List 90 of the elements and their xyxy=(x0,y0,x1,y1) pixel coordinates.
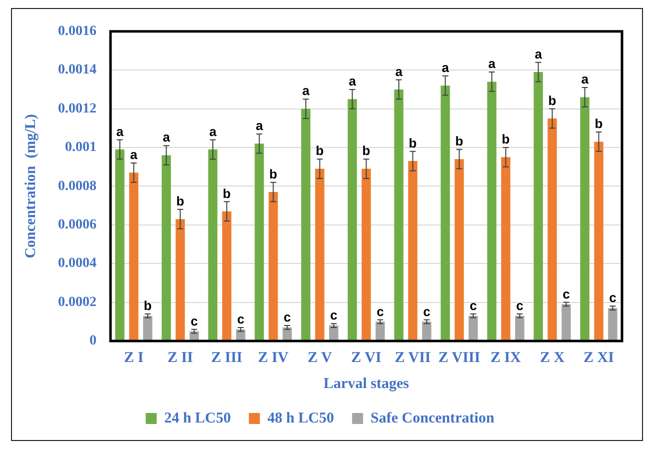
bar xyxy=(501,157,510,340)
data-label: b xyxy=(408,135,417,150)
x-tick-label: Z I xyxy=(124,350,144,366)
y-tick-label: 0.001 xyxy=(65,140,96,156)
data-label: a xyxy=(442,60,450,75)
x-tick-label: Z X xyxy=(540,350,565,366)
x-tick-label: Z IX xyxy=(490,350,522,366)
bar xyxy=(440,86,450,340)
data-label: b xyxy=(222,186,231,201)
data-label: c xyxy=(284,310,291,325)
bar xyxy=(236,329,246,340)
x-tick-label: Z III xyxy=(211,350,243,366)
bar xyxy=(394,89,404,340)
data-label: c xyxy=(562,286,570,302)
x-tick-label: Z II xyxy=(168,350,194,366)
y-tick-label: 0 xyxy=(90,334,96,349)
y-tick-label: 0.0014 xyxy=(58,62,96,78)
bar xyxy=(487,82,496,340)
bar xyxy=(348,99,357,340)
y-tick-label: 0.0006 xyxy=(58,218,96,233)
data-label: b xyxy=(316,143,324,158)
bar xyxy=(315,168,324,340)
data-label: b xyxy=(176,194,184,208)
y-tick-label: 0.0008 xyxy=(58,178,96,194)
bar xyxy=(301,108,310,340)
bar xyxy=(282,327,292,340)
data-label: a xyxy=(581,72,590,87)
legend-label: 24 h LC50 xyxy=(164,410,231,426)
x-axis-title: Larval stages xyxy=(324,376,410,392)
data-label: b xyxy=(594,116,603,132)
bar xyxy=(422,322,432,340)
bar xyxy=(143,316,152,340)
x-tick-label: Z VI xyxy=(351,350,382,366)
y-tick-label: 0.0004 xyxy=(58,256,96,272)
data-label: a xyxy=(534,46,543,62)
legend-label: Safe Concentration xyxy=(370,410,495,426)
x-tick-label: Z VII xyxy=(394,350,431,366)
legend-label: 48 h LC50 xyxy=(267,410,334,426)
bar xyxy=(408,161,418,340)
data-label: a xyxy=(162,130,171,145)
data-label: c xyxy=(330,308,338,323)
bar xyxy=(454,159,464,340)
y-tick-label: 0.0016 xyxy=(58,24,96,40)
bar xyxy=(115,149,124,340)
x-tick-label: Z XI xyxy=(584,350,614,366)
data-label: a xyxy=(348,74,357,89)
data-label: c xyxy=(609,290,616,306)
data-label: b xyxy=(269,166,278,182)
bar xyxy=(222,211,232,340)
data-label: c xyxy=(237,312,244,327)
data-label: a xyxy=(130,147,138,162)
bar xyxy=(562,304,571,340)
bar xyxy=(329,326,338,340)
bar xyxy=(268,192,278,340)
data-label: c xyxy=(470,298,477,313)
bar xyxy=(468,316,478,340)
bar xyxy=(362,168,371,340)
data-label: b xyxy=(502,132,510,147)
y-axis-title: Concentration (mg/L) xyxy=(22,114,39,258)
bar xyxy=(176,219,185,340)
data-label: a xyxy=(488,56,496,72)
y-tick-label: 0.0002 xyxy=(58,294,96,310)
data-label: a xyxy=(395,64,404,79)
data-label: c xyxy=(516,298,524,313)
x-tick-label: Z VIII xyxy=(438,350,480,366)
data-label: a xyxy=(209,124,218,139)
data-label: b xyxy=(362,143,370,158)
bar xyxy=(548,118,557,340)
data-label: b xyxy=(548,92,556,108)
bar xyxy=(580,97,590,340)
bar xyxy=(129,172,138,340)
bar xyxy=(515,316,524,340)
x-tick-label: Z V xyxy=(308,350,332,366)
bar xyxy=(208,149,218,340)
data-label: a xyxy=(256,118,264,134)
x-tick-label: Z IV xyxy=(258,350,289,366)
data-label: b xyxy=(455,134,464,149)
bar xyxy=(594,142,604,340)
bar xyxy=(608,308,618,340)
y-tick-label: 0.0012 xyxy=(58,101,96,116)
data-label: c xyxy=(423,304,430,319)
data-label: b xyxy=(144,298,152,313)
data-label: a xyxy=(302,83,310,98)
data-label: c xyxy=(190,313,198,328)
bar xyxy=(162,155,171,340)
data-label: c xyxy=(376,304,384,319)
bar xyxy=(254,144,264,340)
data-label: a xyxy=(116,124,124,139)
bar xyxy=(376,322,385,340)
bar xyxy=(534,72,543,340)
